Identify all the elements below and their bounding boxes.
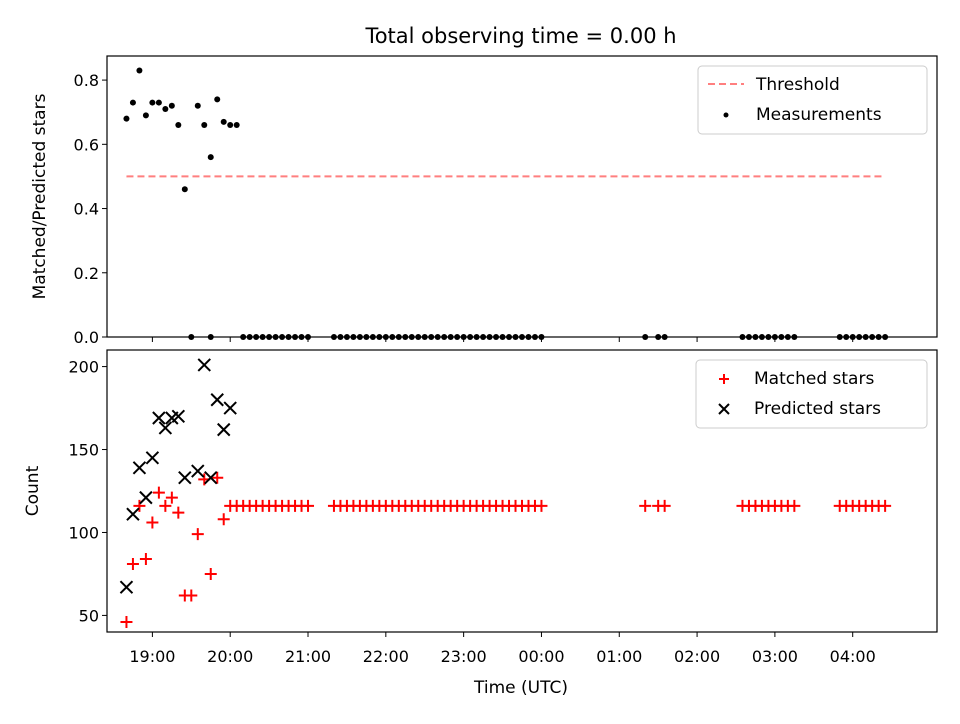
x-tick-label: 01:00 — [596, 647, 642, 666]
bottom-panel: 50 100 150 200 19:00 20:00 21:00 22:00 23:00 00:0… — [23, 349, 938, 666]
legend-x-swatch — [718, 403, 730, 415]
data-point — [132, 461, 147, 475]
y-tick-label: 100 — [68, 523, 99, 542]
legend-plus-swatch — [719, 374, 729, 384]
x-tick-label: 03:00 — [752, 647, 798, 666]
x-tick-label: 22:00 — [363, 647, 409, 666]
y-tick-label: 150 — [68, 441, 99, 460]
legend-box — [695, 359, 928, 429]
data-point — [175, 122, 182, 129]
data-point — [120, 616, 133, 629]
data-point — [217, 422, 231, 437]
data-point — [133, 499, 146, 512]
data-point — [207, 154, 214, 161]
data-point — [126, 557, 139, 570]
data-point — [123, 115, 130, 122]
data-point — [155, 99, 162, 106]
y-tick-label: 0.0 — [74, 328, 99, 347]
data-point — [152, 486, 165, 499]
data-point — [302, 499, 315, 512]
data-point — [129, 99, 136, 106]
data-point — [223, 401, 237, 415]
y-axis-label: Count — [23, 465, 43, 516]
series-matched-stars — [120, 471, 892, 629]
data-point — [204, 471, 218, 485]
data-point — [211, 471, 224, 484]
top-panel: 0.0 0.2 0.4 0.6 0.8 Matched/Predicted stars Th… — [30, 55, 938, 347]
data-point — [181, 186, 188, 193]
legend-label: Matched stars — [754, 369, 874, 389]
data-point — [227, 122, 234, 129]
series-measurements — [123, 67, 240, 340]
y-tick-label: 0.2 — [74, 264, 99, 283]
data-point — [149, 99, 156, 106]
x-tick-label: 21:00 — [285, 647, 331, 666]
data-point — [191, 464, 205, 478]
figure-title: Total observing time = 0.00 h — [364, 24, 676, 48]
legend-box — [697, 65, 928, 135]
data-point — [535, 499, 548, 512]
data-point — [158, 421, 173, 435]
data-point — [171, 409, 186, 424]
data-point — [119, 580, 134, 594]
data-point — [658, 499, 671, 512]
data-point — [217, 513, 230, 526]
y-axis-label: Matched/Predicted stars — [30, 93, 50, 299]
data-point — [126, 507, 140, 521]
data-point — [168, 102, 175, 109]
data-point — [204, 567, 217, 580]
data-point — [139, 490, 153, 505]
data-point — [197, 358, 211, 372]
data-point — [145, 451, 160, 465]
data-point — [136, 67, 143, 74]
data-point — [879, 499, 892, 512]
data-point — [139, 553, 152, 566]
data-point — [210, 393, 224, 407]
series-predicted-stars — [119, 358, 237, 594]
data-point — [165, 491, 178, 504]
x-tick-label: 19:00 — [129, 647, 175, 666]
y-tick-label: 0.8 — [74, 71, 99, 90]
x-axis-label: Time (UTC) — [473, 678, 568, 698]
data-point — [233, 122, 240, 129]
legend-dot-swatch — [723, 112, 729, 118]
legend-label: Predicted stars — [754, 399, 881, 419]
legend-label: Measurements — [756, 105, 882, 125]
data-point — [788, 499, 801, 512]
data-point — [194, 102, 201, 109]
axes-frame — [106, 349, 938, 633]
data-point — [178, 471, 192, 485]
data-point — [191, 528, 204, 541]
data-point — [185, 589, 198, 602]
data-point — [142, 112, 149, 119]
data-point — [146, 516, 159, 529]
y-tick-label: 200 — [68, 358, 99, 377]
x-tick-label: 20:00 — [207, 647, 253, 666]
legend: Matched stars Predicted stars — [695, 359, 928, 429]
axes-frame — [106, 55, 938, 338]
x-tick-label: 02:00 — [674, 647, 720, 666]
data-point — [201, 122, 208, 129]
y-tick-label: 0.4 — [74, 200, 99, 219]
x-tick-label: 04:00 — [830, 647, 876, 666]
y-tick-label: 0.6 — [74, 135, 99, 154]
data-point — [162, 105, 169, 112]
data-point — [159, 499, 172, 512]
data-point — [214, 96, 221, 103]
legend-label: Threshold — [755, 75, 840, 95]
data-point — [172, 506, 185, 519]
x-tick-label: 00:00 — [518, 647, 564, 666]
legend: Threshold Measurements — [697, 65, 928, 135]
data-point — [639, 499, 652, 512]
y-tick-label: 50 — [79, 606, 99, 625]
x-tick-label: 23:00 — [441, 647, 487, 666]
data-point — [152, 411, 166, 425]
data-point — [220, 118, 227, 125]
